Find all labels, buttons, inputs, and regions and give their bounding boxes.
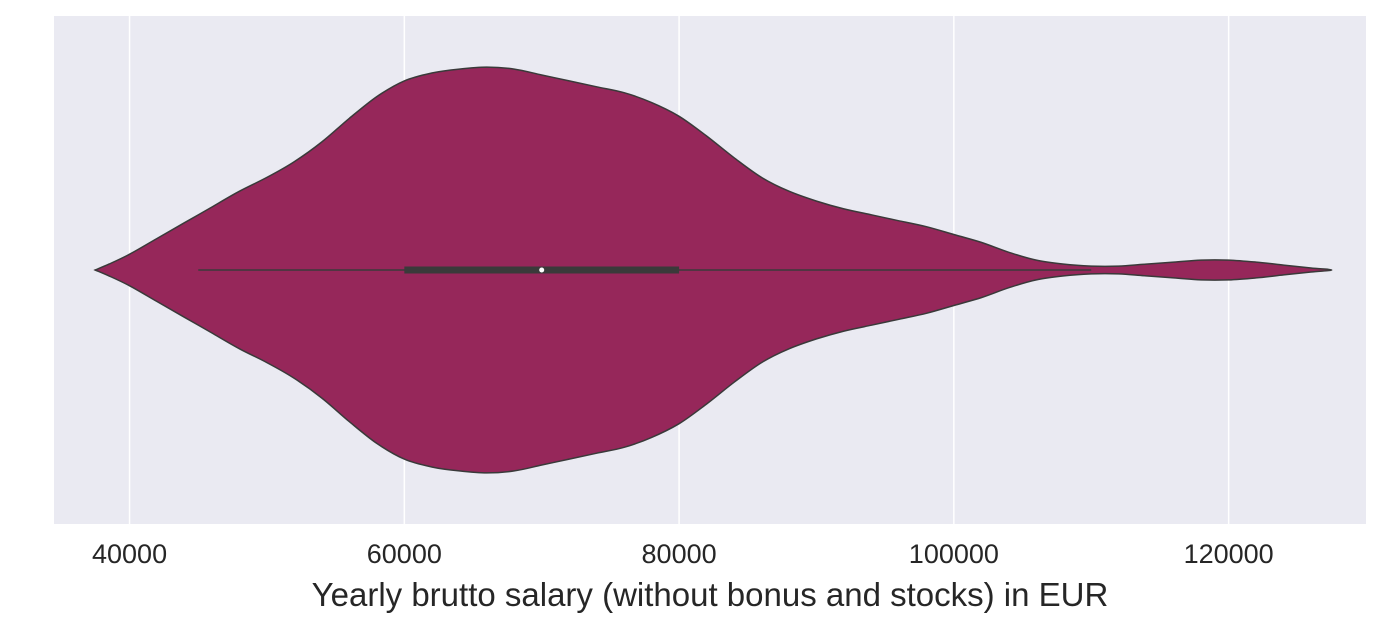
median-marker: [539, 267, 545, 273]
x-axis-title: Yearly brutto salary (without bonus and …: [312, 576, 1109, 613]
x-tick-label: 100000: [909, 539, 999, 569]
x-tick-label: 80000: [642, 539, 717, 569]
x-tick-labels: 40000 60000 80000 100000 120000: [92, 539, 1274, 569]
x-tick-label: 40000: [92, 539, 167, 569]
x-tick-label: 120000: [1184, 539, 1274, 569]
x-tick-label: 60000: [367, 539, 442, 569]
